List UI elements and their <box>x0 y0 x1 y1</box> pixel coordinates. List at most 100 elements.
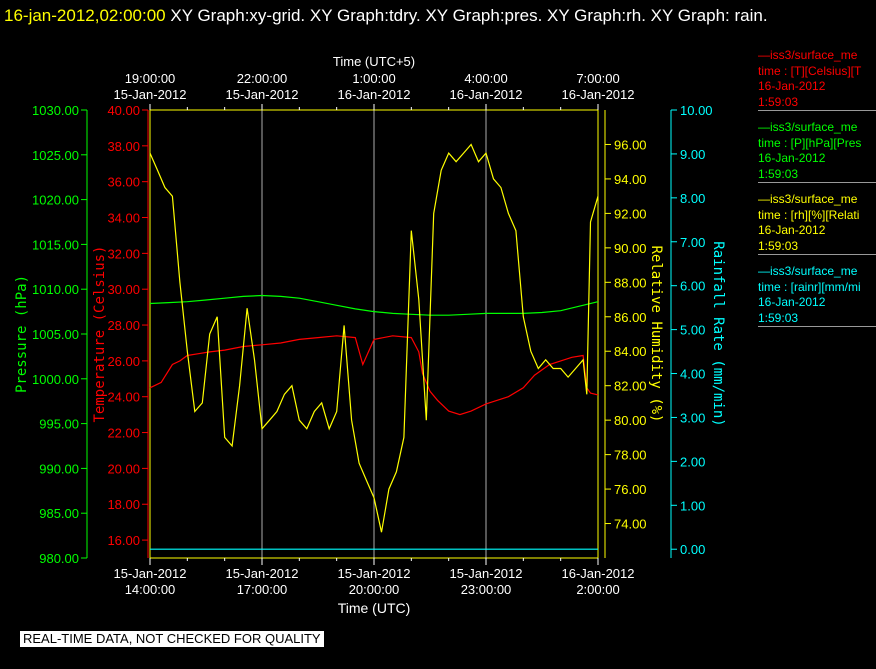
x-top-tick-label: 16-Jan-2012 <box>562 87 635 102</box>
humidity-tick-label: 76.00 <box>614 482 647 497</box>
humidity-tick-label: 86.00 <box>614 310 647 325</box>
legend-line: 16-Jan-2012 <box>758 79 826 93</box>
temperature-series-line <box>149 335 599 416</box>
pressure-tick-label: 1030.00 <box>32 103 79 118</box>
temperature-tick-label: 30.00 <box>107 282 140 297</box>
temperature-tick-label: 26.00 <box>107 354 140 369</box>
legend-line: time : [rainr][mm/mi <box>758 279 861 294</box>
temperature-tick-label: 18.00 <box>107 497 140 512</box>
pressure-tick-label: 1010.00 <box>32 282 79 297</box>
rain-tick-label: 3.00 <box>680 410 705 425</box>
x-top-tick-label: 1:00:00 <box>352 71 395 86</box>
legend-line: 1:59:03 <box>758 238 799 253</box>
temperature-axis-label: Temperature (Celsius) <box>92 245 108 422</box>
legend-line: time : [rh][%][Relati <box>758 207 860 222</box>
x-top-tick-label: 15-Jan-2012 <box>226 87 299 102</box>
humidity-tick-label: 92.00 <box>614 206 647 221</box>
header-timestamp: 16-jan-2012,02:00:00 <box>4 6 166 25</box>
legend-entry-temperature: —iss3/surface_me time : [T][Celsius][T 1… <box>758 48 876 111</box>
quality-notice: REAL-TIME DATA, NOT CHECKED FOR QUALITY <box>20 631 324 647</box>
pressure-tick-label: 985.00 <box>39 506 79 521</box>
humidity-tick-label: 74.00 <box>614 517 647 532</box>
humidity-tick-label: 94.00 <box>614 172 647 187</box>
temperature-tick-label: 24.00 <box>107 390 140 405</box>
pressure-tick-label: 1020.00 <box>32 193 79 208</box>
x-axis-label: Time (UTC) <box>338 600 411 616</box>
x-top-tick-label: 16-Jan-2012 <box>450 87 523 102</box>
rain-tick-label: 8.00 <box>680 191 705 206</box>
pressure-tick-label: 1000.00 <box>32 372 79 387</box>
humidity-tick-label: 96.00 <box>614 137 647 152</box>
humidity-tick-label: 78.00 <box>614 448 647 463</box>
temperature-tick-label: 38.00 <box>107 139 140 154</box>
x-tick-label: 14:00:00 <box>125 582 176 597</box>
legend-line: —iss3/surface_me <box>758 192 858 206</box>
x-tick-label: 15-Jan-2012 <box>226 566 299 581</box>
pressure-tick-label: 995.00 <box>39 417 79 432</box>
temperature-tick-label: 28.00 <box>107 318 140 333</box>
legend-line: time : [P][hPa][Pres <box>758 135 862 150</box>
x-tick-label: 23:00:00 <box>461 582 512 597</box>
x-tick-label: 15-Jan-2012 <box>338 566 411 581</box>
legend-entry-rain: —iss3/surface_me time : [rainr][mm/mi 16… <box>758 264 876 327</box>
x-tick-label: 17:00:00 <box>237 582 288 597</box>
rain-tick-label: 1.00 <box>680 498 705 513</box>
pressure-tick-label: 980.00 <box>39 551 79 566</box>
temperature-tick-label: 16.00 <box>107 533 140 548</box>
rain-tick-label: 0.00 <box>680 542 705 557</box>
rain-tick-label: 5.00 <box>680 323 705 338</box>
legend-line: 1:59:03 <box>758 94 799 109</box>
humidity-tick-label: 90.00 <box>614 241 647 256</box>
pressure-tick-label: 1025.00 <box>32 148 79 163</box>
legend-line: time : [T][Celsius][T <box>758 63 862 78</box>
humidity-tick-label: 80.00 <box>614 413 647 428</box>
rain-tick-label: 9.00 <box>680 147 705 162</box>
pressure-axis-label: Pressure (hPa) <box>14 275 30 393</box>
rain-tick-label: 7.00 <box>680 235 705 250</box>
pressure-tick-label: 1005.00 <box>32 327 79 342</box>
temperature-tick-label: 32.00 <box>107 246 140 261</box>
humidity-series-line <box>149 143 599 533</box>
legend-line: 16-Jan-2012 <box>758 295 826 309</box>
rain-tick-label: 10.00 <box>680 103 713 118</box>
x-top-tick-label: 7:00:00 <box>576 71 619 86</box>
legend-line: —iss3/surface_me <box>758 48 858 62</box>
legend-line: 16-Jan-2012 <box>758 223 826 237</box>
rain-tick-label: 2.00 <box>680 454 705 469</box>
pressure-tick-label: 1015.00 <box>32 237 79 252</box>
x-top-tick-label: 4:00:00 <box>464 71 507 86</box>
legend-line: 1:59:03 <box>758 310 799 325</box>
temperature-tick-label: 40.00 <box>107 103 140 118</box>
x-tick-label: 15-Jan-2012 <box>114 566 187 581</box>
legend-line: 1:59:03 <box>758 166 799 181</box>
x-top-tick-label: 16-Jan-2012 <box>338 87 411 102</box>
legend-line: —iss3/surface_me <box>758 120 858 134</box>
humidity-tick-label: 82.00 <box>614 379 647 394</box>
legend-entry-humidity: —iss3/surface_me time : [rh][%][Relati 1… <box>758 192 876 255</box>
pressure-tick-label: 990.00 <box>39 461 79 476</box>
temperature-tick-label: 22.00 <box>107 426 140 441</box>
x-tick-label: 16-Jan-2012 <box>562 566 635 581</box>
x-tick-label: 20:00:00 <box>349 582 400 597</box>
header-graph-titles: XY Graph:xy-grid. XY Graph:tdry. XY Grap… <box>165 6 768 25</box>
x-top-tick-label: 22:00:00 <box>237 71 288 86</box>
humidity-tick-label: 84.00 <box>614 344 647 359</box>
rain-tick-label: 4.00 <box>680 367 705 382</box>
x-tick-label: 2:00:00 <box>576 582 619 597</box>
x-top-axis-label: Time (UTC+5) <box>333 54 415 69</box>
x-top-tick-label: 19:00:00 <box>125 71 176 86</box>
humidity-axis-label: Relative Humidity (%) <box>648 245 664 422</box>
x-top-tick-label: 15-Jan-2012 <box>114 87 187 102</box>
header: 16-jan-2012,02:00:00 XY Graph:xy-grid. X… <box>4 2 864 30</box>
rain-tick-label: 6.00 <box>680 279 705 294</box>
rain-axis-label: Rainfall Rate (mm/min) <box>710 241 726 426</box>
legend-line: —iss3/surface_me <box>758 264 858 278</box>
legend-entry-pressure: —iss3/surface_me time : [P][hPa][Pres 16… <box>758 120 876 183</box>
humidity-tick-label: 88.00 <box>614 275 647 290</box>
legend-line: 16-Jan-2012 <box>758 151 826 165</box>
x-tick-label: 15-Jan-2012 <box>450 566 523 581</box>
temperature-tick-label: 34.00 <box>107 211 140 226</box>
temperature-tick-label: 36.00 <box>107 175 140 190</box>
temperature-tick-label: 20.00 <box>107 461 140 476</box>
